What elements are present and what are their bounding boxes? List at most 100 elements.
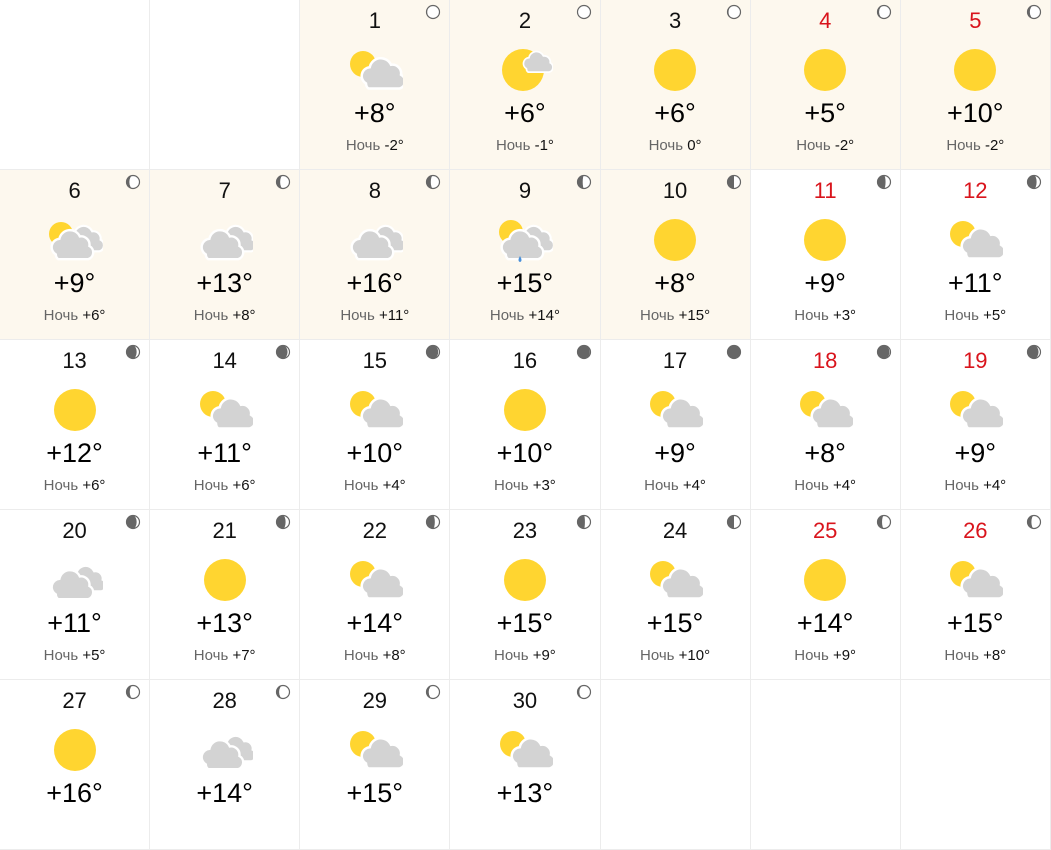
moon-phase-icon [276, 514, 291, 530]
day-cell[interactable]: 28 +14° [150, 680, 301, 850]
day-cell[interactable]: 24 +15° Ночь +10° [600, 510, 751, 680]
day-date: 11 [813, 178, 837, 203]
day-cell[interactable]: 20 +11° Ночь +5° [0, 510, 151, 680]
partly-cloudy-icon [650, 391, 704, 430]
moon-phase-icon [726, 514, 741, 530]
day-date: 8 [368, 178, 381, 203]
day-cell[interactable]: 29 +15° [300, 680, 451, 850]
partly-cloudy-icon [349, 51, 403, 90]
day-cell[interactable]: 3 +6° Ночь 0° [600, 0, 751, 170]
day-date: 23 [512, 518, 538, 543]
day-date: 4 [819, 8, 832, 33]
night-temperature: Ночь +3° [751, 307, 900, 324]
night-label: Ночь [944, 307, 979, 324]
night-temperature: Ночь +6° [150, 477, 299, 494]
day-cell[interactable]: 15 +10° Ночь +4° [300, 340, 451, 510]
day-cell[interactable]: 18 +8° Ночь +4° [750, 340, 901, 510]
day-date: 30 [512, 688, 538, 713]
partly-cloudy-icon [950, 561, 1004, 600]
night-label: Ночь [343, 647, 379, 664]
day-date: 3 [668, 8, 682, 33]
day-temperature: +14° [196, 778, 253, 808]
day-date: 17 [662, 348, 688, 373]
day-cell[interactable]: 11 +9° Ночь +3° [750, 170, 901, 340]
day-date: 15 [362, 348, 388, 373]
day-date: 26 [963, 518, 988, 543]
night-value: +4° [832, 477, 857, 494]
night-temperature: Ночь +5° [0, 647, 149, 664]
moon-phase-icon [126, 344, 141, 360]
moon-phase-icon [576, 174, 591, 190]
sun-icon [53, 389, 96, 431]
day-cell[interactable]: 7 +13° Ночь +8° [150, 170, 301, 340]
night-temperature: Ночь +9° [450, 647, 599, 664]
day-temperature: +15° [496, 608, 554, 638]
day-temperature: +15° [346, 778, 404, 808]
night-temperature: Ночь +15° [601, 307, 750, 324]
day-cell[interactable]: 19 +9° Ночь +4° [900, 340, 1051, 510]
day-cell[interactable]: 5 +10° Ночь -2° [900, 0, 1051, 170]
sun-icon [503, 559, 546, 601]
day-temperature: +16° [346, 268, 404, 298]
day-date: 9 [518, 178, 532, 203]
day-date: 20 [62, 518, 87, 543]
moon-phase-icon [576, 344, 591, 360]
day-cell[interactable]: 4 +5° Ночь -2° [750, 0, 901, 170]
day-temperature: +13° [196, 608, 253, 638]
day-cell[interactable]: 12 +11° Ночь +5° [900, 170, 1051, 340]
night-temperature: Ночь +4° [901, 477, 1050, 494]
night-label: Ночь [794, 307, 829, 324]
night-label: Ночь [495, 137, 531, 154]
partly-cloudy-icon [650, 561, 704, 600]
partly-cloudy-rain-icon [498, 220, 553, 262]
day-cell[interactable]: 2 +6° Ночь -1° [450, 0, 601, 170]
empty-cell [150, 0, 301, 170]
night-temperature: Ночь +8° [901, 647, 1050, 664]
moon-phase-icon [276, 344, 291, 360]
day-cell[interactable]: 9 +15° Ночь +14° [450, 170, 601, 340]
night-label: Ночь [794, 477, 829, 494]
sun-icon [53, 729, 96, 771]
day-temperature: +5° [804, 98, 846, 128]
night-temperature: Ночь +10° [601, 647, 750, 664]
day-cell[interactable]: 13 +12° Ночь +6° [0, 340, 151, 510]
day-cell[interactable]: 21 +13° Ночь +7° [150, 510, 301, 680]
day-cell[interactable]: 16 +10° Ночь +3° [450, 340, 601, 510]
moon-phase-icon [576, 514, 591, 530]
day-cell[interactable]: 17 +9° Ночь +4° [600, 340, 751, 510]
day-temperature: +10° [496, 438, 554, 468]
day-cell[interactable]: 23 +15° Ночь +9° [450, 510, 601, 680]
day-cell[interactable]: 27 +16° [0, 680, 151, 850]
day-temperature: +15° [947, 608, 1004, 638]
day-date: 24 [662, 518, 688, 543]
night-value: +14° [528, 307, 560, 324]
day-temperature: +10° [947, 98, 1004, 128]
moon-phase-icon [276, 174, 291, 190]
sun-icon [503, 389, 546, 431]
sun-icon [804, 559, 847, 601]
moon-phase-icon [126, 174, 141, 190]
night-value: +5° [82, 647, 106, 664]
day-cell[interactable]: 10 +8° Ночь +15° [600, 170, 751, 340]
partly-cloudy-icon [199, 391, 253, 430]
empty-cell [600, 680, 751, 850]
day-temperature: +6° [654, 98, 696, 128]
day-cell[interactable]: 22 +14° Ночь +8° [300, 510, 451, 680]
day-cell[interactable]: 8 +16° Ночь +11° [300, 170, 451, 340]
night-label: Ночь [494, 647, 529, 664]
day-temperature: +14° [346, 608, 404, 638]
moon-phase-icon [126, 684, 141, 700]
sun-icon [654, 219, 697, 261]
night-label: Ночь [944, 647, 979, 664]
day-temperature: +8° [804, 438, 846, 468]
day-cell[interactable]: 1 +8° Ночь -2° [300, 0, 451, 170]
day-cell[interactable]: 25 +14° Ночь +9° [750, 510, 901, 680]
day-date: 27 [62, 688, 87, 713]
day-cell[interactable]: 14 +11° Ночь +6° [150, 340, 301, 510]
day-cell[interactable]: 6 +9° Ночь +6° [0, 170, 151, 340]
night-value: +4° [682, 477, 706, 494]
day-date: 16 [512, 348, 538, 373]
day-cell[interactable]: 26 +15° Ночь +8° [900, 510, 1051, 680]
day-cell[interactable]: 30 +13° [450, 680, 601, 850]
